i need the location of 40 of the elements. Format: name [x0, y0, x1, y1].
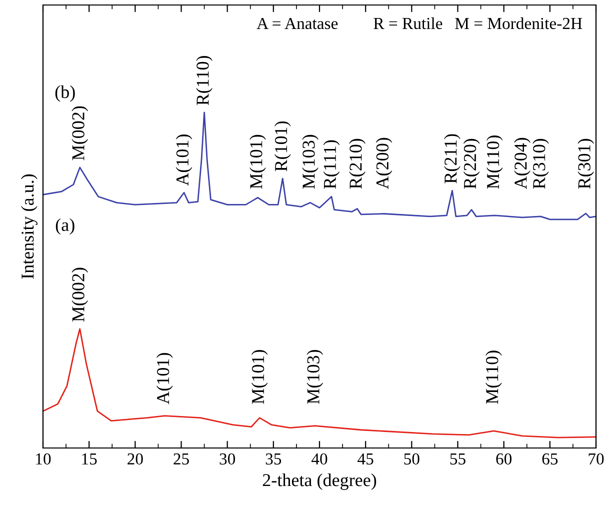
x-tick-label: 45 — [358, 453, 374, 465]
annotation: A(101) — [176, 134, 192, 186]
annotation: R(220) — [463, 138, 480, 189]
annotation: R(101) — [274, 121, 291, 172]
annotation: M(002) — [72, 268, 88, 322]
annotation: R(111) — [323, 140, 340, 189]
annotation: (a) — [56, 218, 74, 235]
text: (b) — [55, 85, 75, 102]
annotation: R(211) — [444, 134, 460, 184]
annotation: M(103) — [306, 350, 324, 404]
text: R = Rutile — [374, 17, 442, 30]
annotation: R(210) — [349, 138, 366, 189]
x-tick-label: 15 — [82, 453, 97, 465]
y-axis-title: Intensity (a.u.) — [21, 174, 38, 279]
x-tick-label: 70 — [588, 453, 604, 465]
text: M = Mordenite-2H — [455, 17, 582, 30]
x-tick-label: 25 — [174, 453, 189, 465]
annotation: M(110) — [486, 350, 502, 404]
annotation: A(204) — [514, 138, 530, 190]
annotation: R(301) — [578, 138, 594, 189]
text: A = Anatase — [256, 18, 338, 30]
x-tick-label: 30 — [220, 453, 236, 465]
x-tick-label: 10 — [36, 453, 51, 465]
x-tick-label: 50 — [404, 453, 420, 465]
annotation: M(103) — [302, 134, 318, 189]
annotation: M(002) — [72, 106, 88, 160]
annotation: R(310) — [532, 138, 549, 189]
annotation: R(110) — [196, 56, 212, 106]
annotation: M(101) — [251, 350, 268, 404]
x-tick-label: 35 — [266, 453, 282, 465]
x-tick-label: 40 — [311, 453, 328, 465]
x-tick-label: 20 — [128, 453, 143, 465]
x-tick-label: 65 — [542, 453, 558, 465]
x-tick-label: 55 — [450, 454, 466, 465]
annotation: A(200) — [376, 138, 392, 190]
x-axis-title: 2-theta (degree) — [262, 474, 376, 490]
x-tick-label: 60 — [496, 453, 512, 465]
annotation: A(101) — [156, 353, 173, 404]
annotation: M(101) — [250, 134, 266, 189]
annotation: M(110) — [486, 136, 503, 189]
